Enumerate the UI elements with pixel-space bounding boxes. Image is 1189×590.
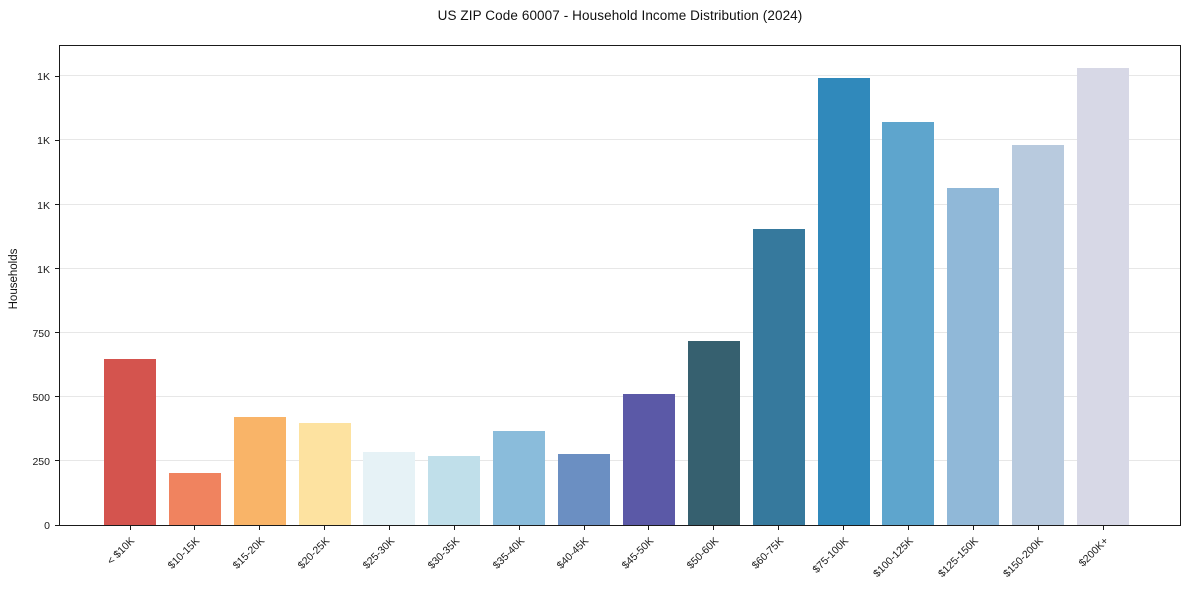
x-tick-label: $125-150K [935,535,981,580]
bar [428,456,481,525]
x-tick-label: $15-20K [230,535,268,572]
y-gridline [60,395,1180,397]
bar [233,416,286,525]
x-tick-mark [843,526,845,530]
bar [298,422,351,525]
y-tick-label: 1K [37,263,50,276]
bar [558,453,611,525]
y-tick-label: 1K [37,71,50,84]
x-tick-label: $10-15K [165,535,203,572]
bar [752,228,805,525]
bar [493,430,546,525]
x-tick-label: $200K+ [1076,535,1111,570]
x-axis-tick-labels: < $10K $10-15K $15-20K $20-25K $25-30K $30-35… [59,527,1181,589]
y-gridline [60,267,1180,269]
y-tick-label: 750 [32,327,50,340]
y-tick-mark [55,139,59,141]
x-tick-mark [388,526,390,530]
y-tick-label: 0 [44,520,50,532]
x-tick-mark [713,526,715,530]
y-tick-mark [55,75,59,77]
y-gridline [60,75,1180,77]
x-tick-mark [972,526,974,530]
x-tick-label: $35-40K [490,535,527,572]
x-tick-mark [453,526,455,530]
y-tick-mark [55,460,59,462]
bar [363,452,416,525]
bar [817,78,870,525]
y-gridline [60,459,1180,461]
y-gridline [60,331,1180,333]
x-tick-mark [518,526,520,530]
bar [622,393,675,525]
y-tick-mark [55,332,59,334]
x-tick-mark [129,526,131,530]
y-tick-label: 1K [37,199,50,212]
y-tick-label: 250 [32,455,50,468]
y-tick-mark [55,268,59,270]
x-tick-label: $30-35K [425,535,462,572]
x-tick-mark [1037,526,1039,530]
x-tick-mark [259,526,261,530]
bar [168,472,221,525]
x-tick-mark [583,526,585,530]
x-tick-mark [324,526,326,530]
bar [104,359,156,525]
y-gridline [60,203,1180,205]
x-tick-label: $60-75K [749,535,787,572]
y-axis-tick-labels: 0 250 500 750 1K 1K 1K 1K [0,45,50,532]
x-tick-label: $25-30K [360,535,397,572]
y-gridline [60,139,1180,141]
y-tick-label: 500 [32,391,50,404]
x-tick-mark [194,526,196,530]
x-tick-label: $100-125K [871,535,916,580]
y-tick-mark [55,204,59,206]
x-tick-label: $40-45K [555,535,592,572]
bar [1077,67,1130,525]
bar [1012,144,1065,525]
x-tick-mark [778,526,780,530]
bar [687,341,740,525]
x-tick-label: $150-200K [1000,535,1046,580]
x-tick-mark [648,526,650,530]
bar [947,187,1000,525]
x-tick-label: $45-50K [619,535,657,572]
x-tick-mark [1102,526,1104,530]
y-tick-mark [55,396,59,398]
bar [882,121,935,525]
x-tick-label: $20-25K [295,535,333,572]
x-tick-label: $50-60K [684,535,722,572]
chart-title: US ZIP Code 60007 - Household Income Dis… [437,8,803,23]
x-tick-label: $75-100K [810,535,852,576]
y-tick-label: 1K [37,135,50,148]
x-tick-mark [907,526,909,530]
x-tick-label: < $10K [105,535,138,568]
y-tick-mark [55,524,59,526]
plot-area [55,45,1181,530]
